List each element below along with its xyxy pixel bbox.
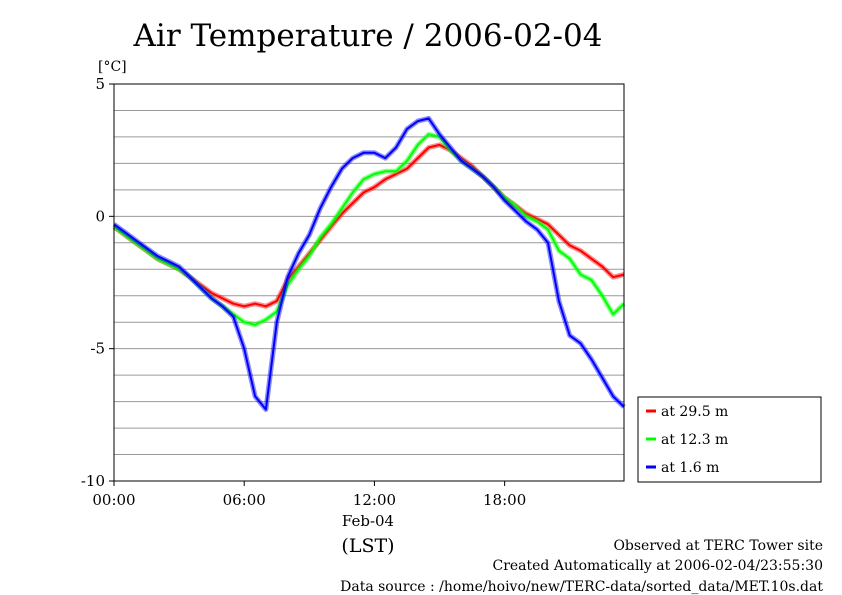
legend-label: at 29.5 m: [661, 404, 728, 420]
plot-frame: [113, 83, 625, 482]
footer-created: Created Automatically at 2006-02-04/23:5…: [492, 558, 823, 574]
x-tick-label: 18:00: [483, 491, 526, 509]
grid-lines: [114, 109, 624, 456]
x-tick-label: 00:00: [92, 491, 135, 509]
series-halo: [112, 115, 626, 412]
legend-box: [637, 396, 822, 483]
x-axis-label: (LST): [341, 535, 394, 557]
x-tick-label: 06:00: [223, 491, 266, 509]
y-tick-label: -10: [81, 472, 105, 490]
y-tick-label: 5: [95, 75, 105, 93]
series-line: [113, 117, 625, 411]
x-axis-date-label: Feb-04: [342, 512, 394, 530]
legend-label: at 12.3 m: [661, 432, 728, 448]
y-axis: 5 0 -5 -10: [81, 75, 114, 490]
x-tick-label: 12:00: [353, 491, 396, 509]
y-tick-label: -5: [90, 340, 105, 358]
x-axis: 00:00 06:00 12:00 18:00: [92, 481, 526, 509]
y-axis-unit: [°C]: [98, 59, 127, 75]
legend-label: at 1.6 m: [661, 460, 719, 476]
series-line: [113, 143, 625, 308]
footer-site: Observed at TERC Tower site: [613, 538, 823, 554]
footer-source: Data source : /home/hoivo/new/TERC-data/…: [340, 579, 823, 595]
series-lines: [112, 115, 626, 412]
legend: at 29.5 m at 12.3 m at 1.6 m: [637, 396, 822, 483]
y-tick-label: 0: [95, 207, 105, 225]
series-halo: [112, 142, 625, 309]
chart-title: Air Temperature / 2006-02-04: [133, 18, 603, 54]
